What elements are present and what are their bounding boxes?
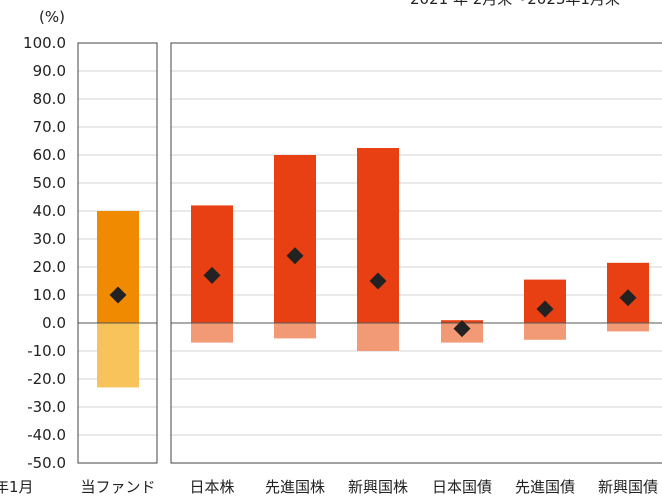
average-marker (453, 320, 471, 338)
y-tick-label: 20.0 (33, 258, 66, 276)
average-marker (536, 300, 554, 318)
x-category-label: 先進国株 (265, 478, 325, 496)
average-marker (369, 272, 387, 290)
y-tick-label: 90.0 (33, 62, 66, 80)
top-right-fragment: 2021 年 2月末〜2023年1月末 (410, 0, 620, 8)
x-category-label: 日本株 (189, 478, 234, 496)
y-tick-label: 60.0 (33, 146, 66, 164)
assets-panel-frame (170, 42, 662, 464)
bar-max (357, 148, 399, 323)
y-tick-label: -20.0 (27, 370, 66, 388)
average-marker (286, 247, 304, 265)
bar-min (357, 323, 399, 351)
bar-min (274, 323, 316, 339)
y-tick-label: 0.0 (42, 314, 66, 332)
average-marker (619, 289, 637, 307)
y-axis: 100.0 90.0 80.0 70.0 60.0 50.0 40.0 30.0 20.0 10.… (23, 34, 66, 472)
average-markers (109, 247, 637, 338)
y-tick-label: -40.0 (27, 426, 66, 444)
left-fragment: 年1月 (0, 478, 34, 496)
x-category-label: 日本国債 (432, 478, 492, 496)
fund-panel-frame (77, 42, 158, 464)
y-tick-label: 70.0 (33, 118, 66, 136)
y-unit-label: (%) (39, 8, 65, 26)
x-category-label: 当ファンド (80, 478, 155, 496)
bar-min (524, 323, 566, 340)
bar-max (274, 155, 316, 323)
bar-max (97, 211, 139, 323)
x-axis: 当ファンド 日本株 先進国株 新興国株 日本国債 先進国債 新興国債 (80, 478, 658, 496)
y-tick-label: -10.0 (27, 342, 66, 360)
bar-max (191, 205, 233, 323)
panel-frames (77, 42, 662, 464)
y-tick-label: 40.0 (33, 202, 66, 220)
bar-min (607, 323, 649, 332)
x-category-label: 新興国株 (348, 478, 408, 496)
bar-min (191, 323, 233, 343)
y-tick-label: -50.0 (27, 454, 66, 472)
average-marker (109, 286, 127, 304)
x-category-label: 新興国債 (598, 478, 658, 496)
y-tick-label: 100.0 (23, 34, 66, 52)
y-tick-label: 50.0 (33, 174, 66, 192)
y-tick-label: -30.0 (27, 398, 66, 416)
x-category-label: 先進国債 (515, 478, 575, 496)
bars (97, 148, 649, 388)
y-tick-label: 10.0 (33, 286, 66, 304)
average-marker (203, 266, 221, 284)
y-tick-label: 80.0 (33, 90, 66, 108)
bar-min (97, 323, 139, 388)
y-tick-label: 30.0 (33, 230, 66, 248)
